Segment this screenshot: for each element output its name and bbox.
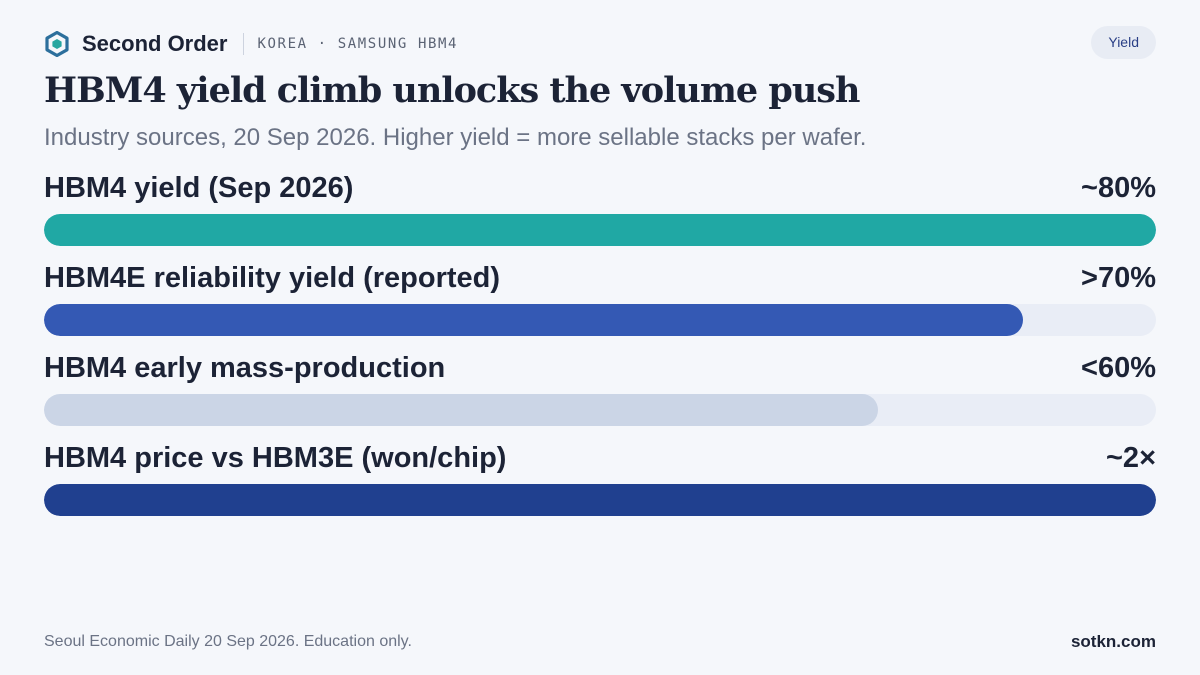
brand-name: Second Order <box>82 31 228 56</box>
bar-label: HBM4E reliability yield (reported) <box>44 262 501 294</box>
bar-track <box>44 394 1156 426</box>
bar-fill <box>44 484 1156 516</box>
bar-track <box>44 484 1156 516</box>
bar-value-label: <60% <box>1081 352 1156 384</box>
bar-value-label: ~2× <box>1106 442 1156 474</box>
bar-value-label: ~80% <box>1081 172 1156 204</box>
hexagon-logo-icon <box>44 30 70 58</box>
bar-chart: HBM4 yield (Sep 2026) ~80% HBM4E reliabili… <box>44 168 1156 528</box>
bar-row: HBM4 price vs HBM3E (won/chip) ~2× <box>44 438 1156 528</box>
bar-track <box>44 214 1156 246</box>
source-note: Seoul Economic Daily 20 Sep 2026. Educat… <box>44 633 412 650</box>
bar-fill <box>44 304 1023 336</box>
bar-row: HBM4 early mass-production <60% <box>44 348 1156 438</box>
header: Second Order KOREA · SAMSUNG HBM4 Yield <box>44 26 1156 60</box>
bar-label: HBM4 early mass-production <box>44 352 446 384</box>
section-kicker: KOREA · SAMSUNG HBM4 <box>257 36 459 52</box>
bar-value-label: >70% <box>1081 262 1156 294</box>
header-divider <box>243 33 245 55</box>
bar-row: HBM4 yield (Sep 2026) ~80% <box>44 168 1156 258</box>
bar-fill <box>44 394 878 426</box>
bar-track <box>44 304 1156 336</box>
page-subtitle: Industry sources, 20 Sep 2026. Higher yi… <box>44 124 867 151</box>
bar-fill <box>44 214 1156 246</box>
bar-label: HBM4 yield (Sep 2026) <box>44 172 354 204</box>
bar-label: HBM4 price vs HBM3E (won/chip) <box>44 442 507 474</box>
site-link[interactable]: sotkn.com <box>1070 632 1156 651</box>
topic-tag: Yield <box>1091 26 1156 59</box>
bar-row: HBM4E reliability yield (reported) >70% <box>44 258 1156 348</box>
page-title: HBM4 yield climb unlocks the volume push <box>44 70 860 111</box>
